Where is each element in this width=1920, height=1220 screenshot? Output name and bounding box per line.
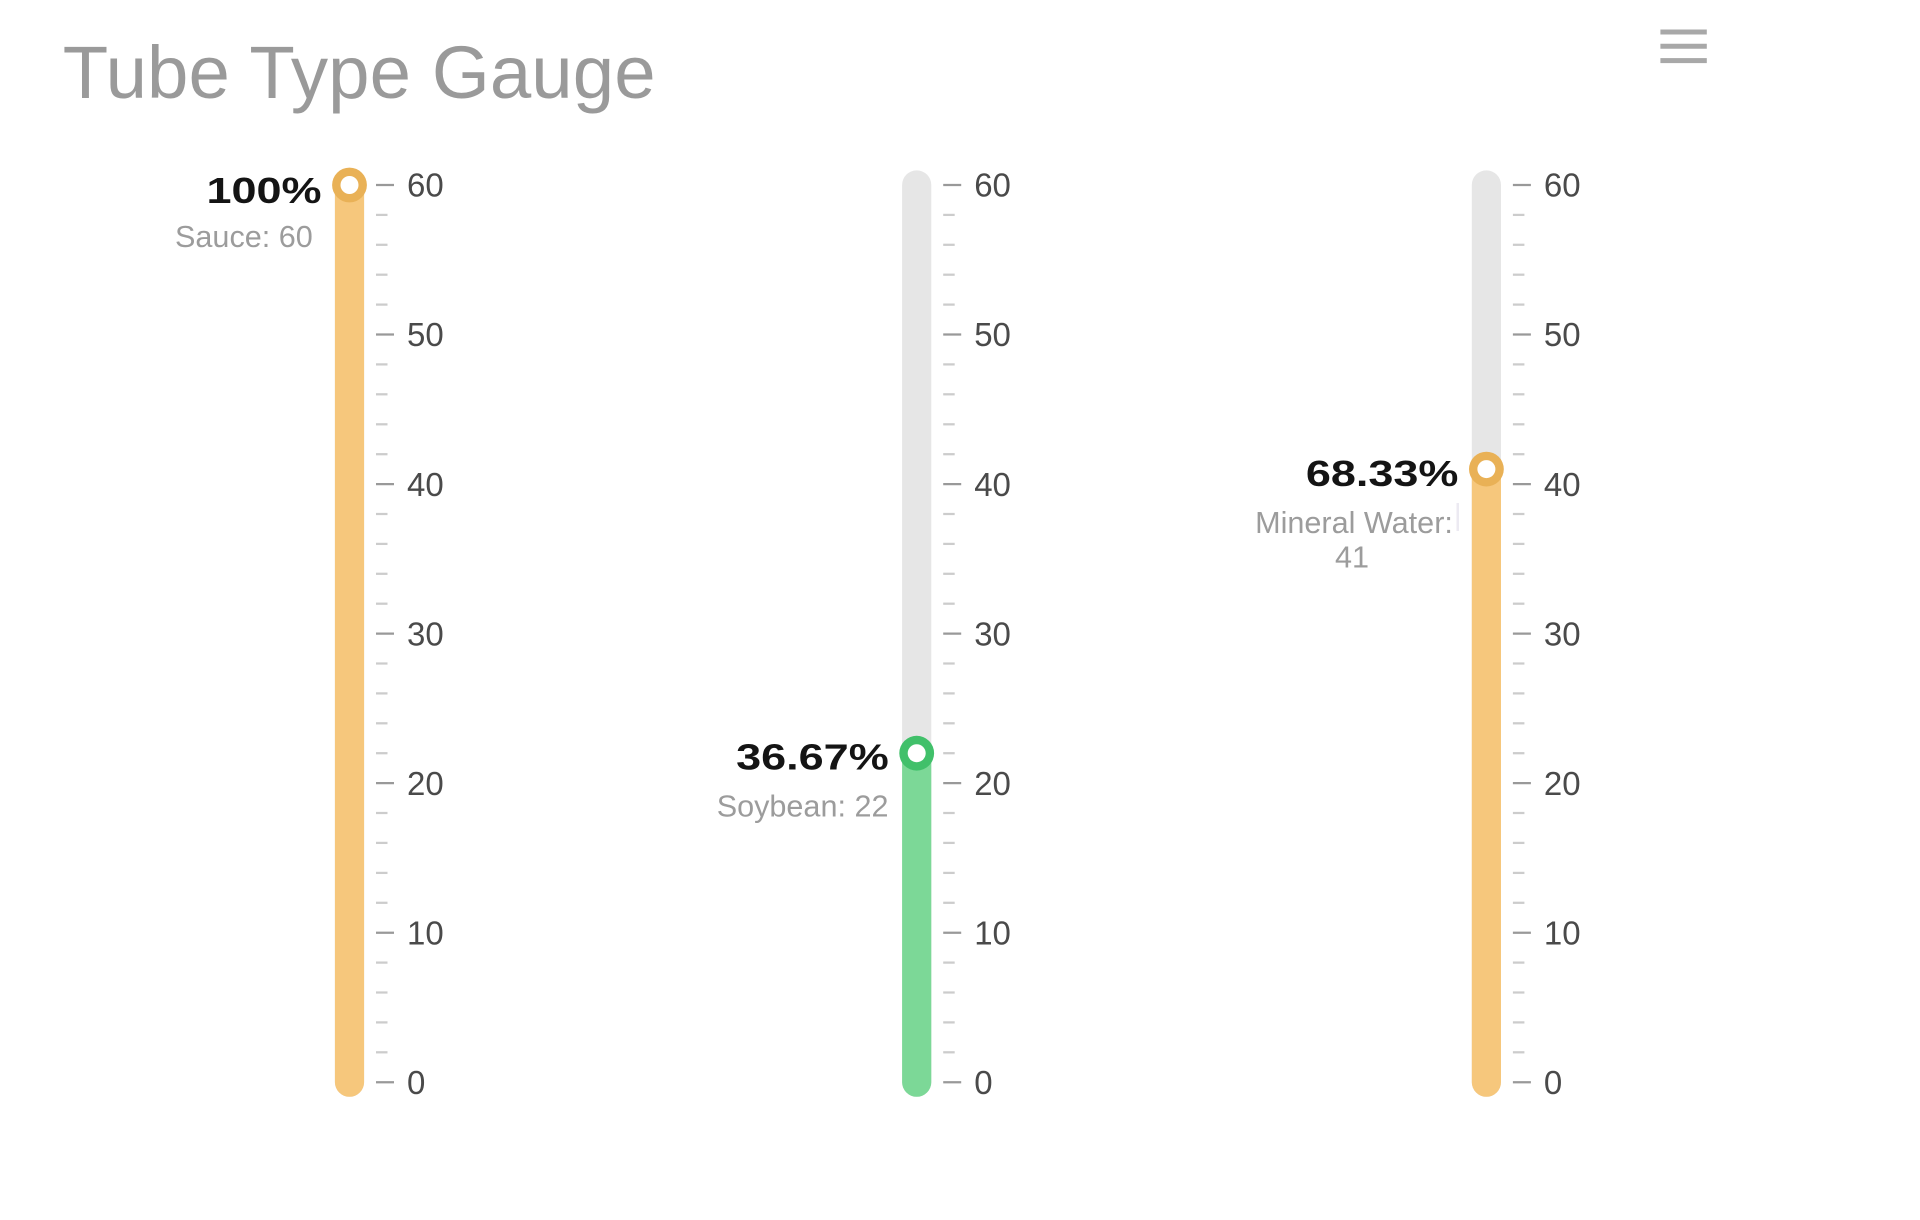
svg-text:50: 50	[974, 316, 1011, 353]
svg-text:30: 30	[407, 615, 444, 652]
svg-text:20: 20	[974, 765, 1011, 802]
svg-text:68.33%: 68.33%	[1306, 453, 1459, 494]
svg-text:50: 50	[407, 316, 444, 353]
svg-text:60: 60	[1544, 167, 1581, 204]
svg-text:10: 10	[974, 914, 1011, 951]
svg-text:0: 0	[1544, 1064, 1562, 1101]
svg-text:41: 41	[1335, 540, 1369, 574]
svg-text:50: 50	[1544, 316, 1581, 353]
svg-text:Soybean: 22: Soybean: 22	[717, 790, 889, 824]
svg-text:10: 10	[407, 914, 444, 951]
svg-text:30: 30	[1544, 615, 1581, 652]
svg-text:60: 60	[407, 167, 444, 204]
svg-text:Tube Type Gauge: Tube Type Gauge	[63, 31, 656, 114]
svg-text:40: 40	[1544, 466, 1581, 503]
svg-text:20: 20	[1544, 765, 1581, 802]
svg-text:0: 0	[974, 1064, 992, 1101]
svg-text:40: 40	[974, 466, 1011, 503]
svg-text:10: 10	[1544, 914, 1581, 951]
svg-text:20: 20	[407, 765, 444, 802]
svg-text:100%: 100%	[206, 170, 321, 211]
svg-text:36.67%: 36.67%	[736, 737, 889, 778]
svg-text:30: 30	[974, 615, 1011, 652]
svg-text:60: 60	[974, 167, 1011, 204]
svg-text:Sauce: 60: Sauce: 60	[175, 220, 313, 254]
svg-text:0: 0	[407, 1064, 425, 1101]
svg-text:40: 40	[407, 466, 444, 503]
svg-text:Mineral Water:: Mineral Water:	[1255, 506, 1453, 540]
